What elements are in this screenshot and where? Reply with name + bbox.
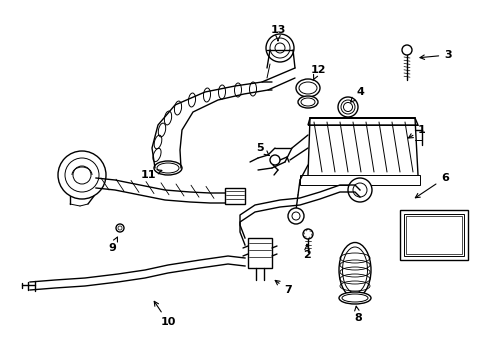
- Circle shape: [288, 208, 304, 224]
- Text: 12: 12: [310, 65, 326, 80]
- Polygon shape: [300, 175, 420, 185]
- Circle shape: [402, 45, 412, 55]
- Bar: [225, 188, 245, 204]
- Bar: [400, 210, 468, 260]
- Ellipse shape: [154, 161, 182, 175]
- Text: 1: 1: [409, 125, 426, 138]
- Circle shape: [58, 151, 106, 199]
- Text: 11: 11: [140, 170, 162, 180]
- Ellipse shape: [339, 243, 371, 297]
- Text: 5: 5: [256, 143, 269, 156]
- Text: 10: 10: [154, 301, 176, 327]
- Circle shape: [270, 155, 280, 165]
- Circle shape: [348, 178, 372, 202]
- Polygon shape: [308, 118, 418, 125]
- Ellipse shape: [298, 96, 318, 108]
- Ellipse shape: [338, 97, 358, 117]
- Bar: [404, 214, 464, 256]
- Bar: [248, 238, 272, 268]
- Circle shape: [116, 224, 124, 232]
- Text: 7: 7: [275, 280, 292, 295]
- Text: 4: 4: [351, 87, 364, 102]
- Circle shape: [303, 229, 313, 239]
- Ellipse shape: [339, 292, 371, 304]
- Ellipse shape: [296, 79, 320, 97]
- Text: 13: 13: [270, 25, 286, 41]
- Bar: [406, 216, 462, 254]
- Circle shape: [266, 34, 294, 62]
- Text: 6: 6: [416, 173, 449, 198]
- Text: 9: 9: [108, 237, 118, 253]
- Text: 2: 2: [303, 244, 311, 260]
- Text: 8: 8: [354, 306, 362, 323]
- Text: 3: 3: [420, 50, 452, 60]
